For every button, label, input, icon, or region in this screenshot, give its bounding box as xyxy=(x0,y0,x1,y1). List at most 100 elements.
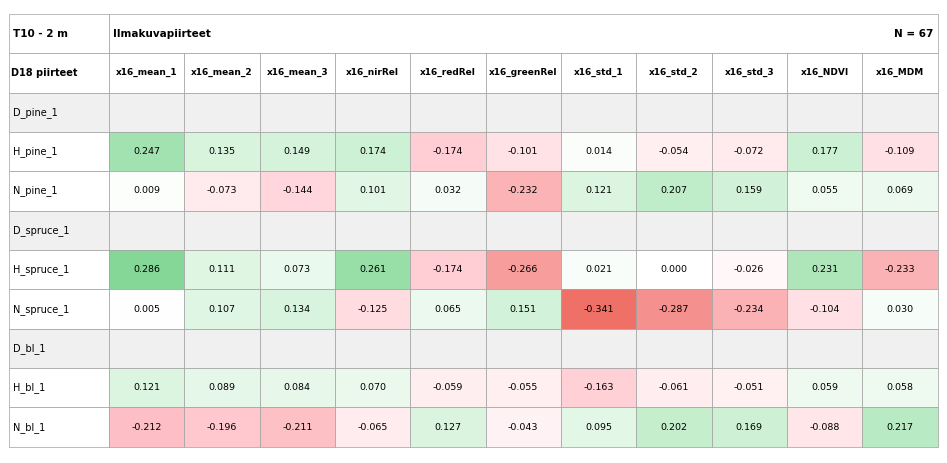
FancyBboxPatch shape xyxy=(410,368,486,407)
FancyBboxPatch shape xyxy=(109,368,185,407)
FancyBboxPatch shape xyxy=(561,250,636,289)
Text: -0.104: -0.104 xyxy=(810,305,840,313)
Text: x16_mean_1: x16_mean_1 xyxy=(116,69,177,77)
FancyBboxPatch shape xyxy=(711,329,787,368)
FancyBboxPatch shape xyxy=(711,211,787,250)
Text: 0.089: 0.089 xyxy=(208,383,236,392)
FancyBboxPatch shape xyxy=(9,93,109,132)
Text: -0.196: -0.196 xyxy=(206,423,237,432)
FancyBboxPatch shape xyxy=(410,289,486,329)
FancyBboxPatch shape xyxy=(711,250,787,289)
Text: 0.058: 0.058 xyxy=(886,383,913,392)
FancyBboxPatch shape xyxy=(636,93,711,132)
FancyBboxPatch shape xyxy=(335,93,410,132)
FancyBboxPatch shape xyxy=(259,407,335,447)
Text: -0.211: -0.211 xyxy=(282,423,313,432)
Text: x16_std_3: x16_std_3 xyxy=(724,69,774,77)
Text: -0.341: -0.341 xyxy=(583,305,614,313)
Text: -0.072: -0.072 xyxy=(734,147,764,156)
FancyBboxPatch shape xyxy=(259,368,335,407)
FancyBboxPatch shape xyxy=(109,53,185,93)
FancyBboxPatch shape xyxy=(486,93,561,132)
Text: 0.009: 0.009 xyxy=(134,187,160,195)
FancyBboxPatch shape xyxy=(561,289,636,329)
Text: H_spruce_1: H_spruce_1 xyxy=(13,264,70,275)
Text: 0.169: 0.169 xyxy=(736,423,762,432)
FancyBboxPatch shape xyxy=(109,132,185,171)
Text: 0.021: 0.021 xyxy=(585,265,612,274)
Text: -0.163: -0.163 xyxy=(583,383,614,392)
FancyBboxPatch shape xyxy=(335,368,410,407)
FancyBboxPatch shape xyxy=(561,53,636,93)
FancyBboxPatch shape xyxy=(259,329,335,368)
FancyBboxPatch shape xyxy=(711,407,787,447)
Text: 0.202: 0.202 xyxy=(660,423,688,432)
FancyBboxPatch shape xyxy=(862,132,938,171)
Text: -0.101: -0.101 xyxy=(508,147,539,156)
Text: 0.055: 0.055 xyxy=(811,187,838,195)
FancyBboxPatch shape xyxy=(185,250,259,289)
Text: x16_greenRel: x16_greenRel xyxy=(489,69,558,77)
FancyBboxPatch shape xyxy=(9,250,109,289)
Text: -0.051: -0.051 xyxy=(734,383,764,392)
FancyBboxPatch shape xyxy=(335,289,410,329)
FancyBboxPatch shape xyxy=(185,289,259,329)
FancyBboxPatch shape xyxy=(711,171,787,211)
FancyBboxPatch shape xyxy=(9,407,109,447)
Text: H_pine_1: H_pine_1 xyxy=(13,146,58,157)
Text: D_spruce_1: D_spruce_1 xyxy=(13,225,70,236)
FancyBboxPatch shape xyxy=(636,132,711,171)
FancyBboxPatch shape xyxy=(787,53,862,93)
Text: 0.000: 0.000 xyxy=(660,265,688,274)
FancyBboxPatch shape xyxy=(335,211,410,250)
FancyBboxPatch shape xyxy=(109,329,185,368)
FancyBboxPatch shape xyxy=(561,407,636,447)
FancyBboxPatch shape xyxy=(410,53,486,93)
Text: 0.014: 0.014 xyxy=(585,147,612,156)
FancyBboxPatch shape xyxy=(335,250,410,289)
FancyBboxPatch shape xyxy=(561,368,636,407)
Text: 0.005: 0.005 xyxy=(134,305,160,313)
FancyBboxPatch shape xyxy=(410,171,486,211)
Text: 0.032: 0.032 xyxy=(435,187,461,195)
FancyBboxPatch shape xyxy=(787,329,862,368)
FancyBboxPatch shape xyxy=(862,53,938,93)
Text: 0.069: 0.069 xyxy=(886,187,913,195)
FancyBboxPatch shape xyxy=(787,289,862,329)
FancyBboxPatch shape xyxy=(185,132,259,171)
FancyBboxPatch shape xyxy=(109,407,185,447)
Text: -0.026: -0.026 xyxy=(734,265,764,274)
Text: 0.286: 0.286 xyxy=(134,265,160,274)
Text: 0.121: 0.121 xyxy=(585,187,612,195)
FancyBboxPatch shape xyxy=(335,407,410,447)
Text: 0.261: 0.261 xyxy=(359,265,386,274)
Text: 0.174: 0.174 xyxy=(359,147,386,156)
FancyBboxPatch shape xyxy=(787,93,862,132)
FancyBboxPatch shape xyxy=(636,368,711,407)
Text: D_pine_1: D_pine_1 xyxy=(13,107,58,118)
FancyBboxPatch shape xyxy=(259,250,335,289)
FancyBboxPatch shape xyxy=(711,53,787,93)
FancyBboxPatch shape xyxy=(185,368,259,407)
Text: -0.287: -0.287 xyxy=(659,305,689,313)
Text: 0.231: 0.231 xyxy=(811,265,838,274)
FancyBboxPatch shape xyxy=(561,211,636,250)
FancyBboxPatch shape xyxy=(862,289,938,329)
FancyBboxPatch shape xyxy=(636,171,711,211)
FancyBboxPatch shape xyxy=(9,132,109,171)
Text: 0.177: 0.177 xyxy=(811,147,838,156)
Text: -0.234: -0.234 xyxy=(734,305,764,313)
Text: -0.043: -0.043 xyxy=(508,423,539,432)
FancyBboxPatch shape xyxy=(486,250,561,289)
FancyBboxPatch shape xyxy=(185,211,259,250)
Text: 0.151: 0.151 xyxy=(509,305,537,313)
FancyBboxPatch shape xyxy=(185,171,259,211)
Text: N_spruce_1: N_spruce_1 xyxy=(13,304,70,314)
FancyBboxPatch shape xyxy=(486,368,561,407)
Text: -0.174: -0.174 xyxy=(433,265,463,274)
Text: 0.134: 0.134 xyxy=(284,305,311,313)
Text: x16_NDVI: x16_NDVI xyxy=(800,69,849,77)
FancyBboxPatch shape xyxy=(335,171,410,211)
FancyBboxPatch shape xyxy=(410,93,486,132)
Text: 0.059: 0.059 xyxy=(811,383,838,392)
